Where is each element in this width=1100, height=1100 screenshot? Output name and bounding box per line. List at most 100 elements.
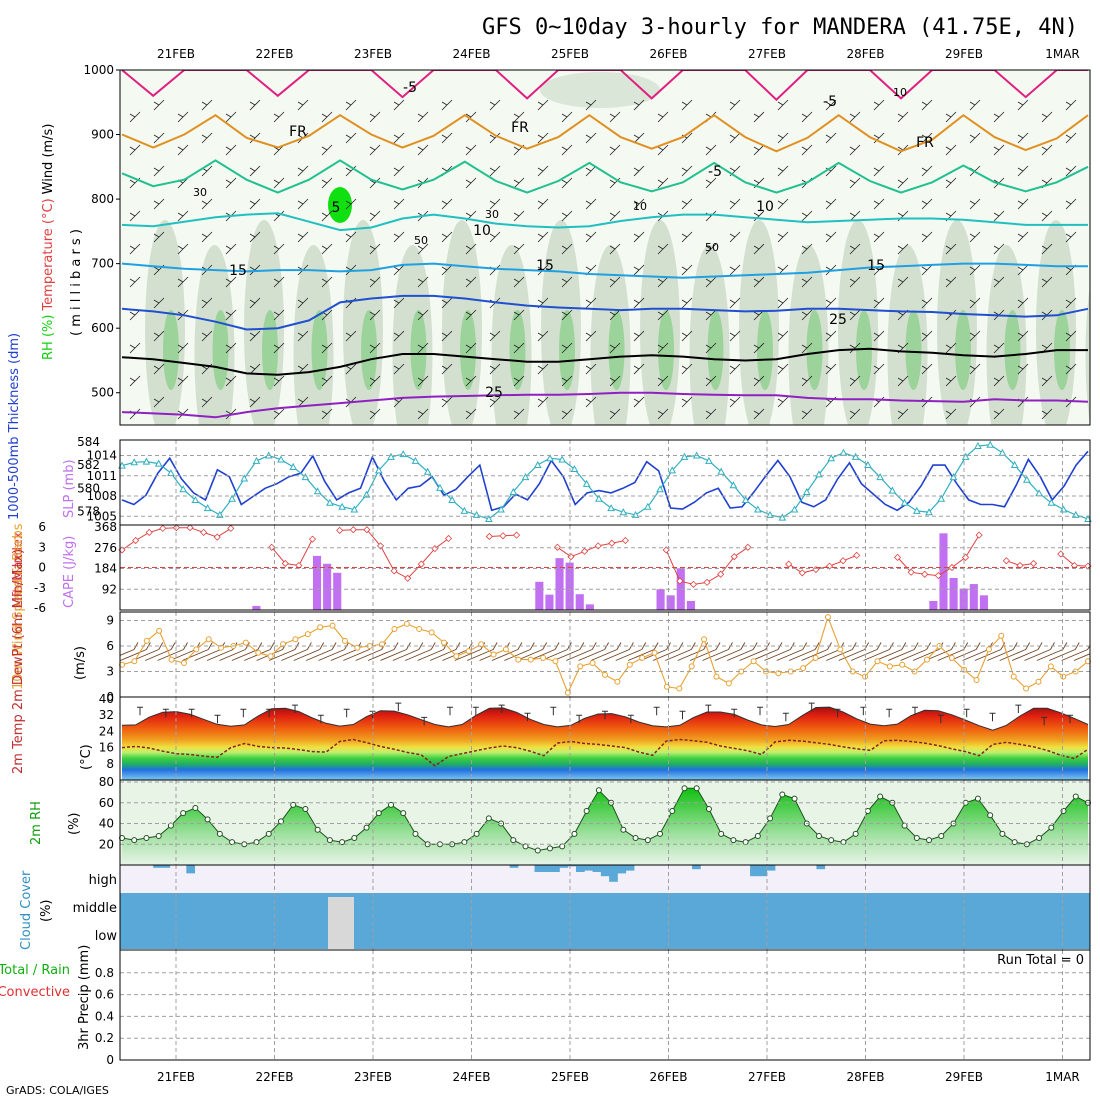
wind-barb <box>561 144 573 156</box>
wind-barb <box>1017 264 1029 276</box>
rh-point <box>290 801 297 808</box>
slp-point <box>754 505 762 513</box>
minmax-mark <box>1015 704 1022 714</box>
wind-barb <box>249 165 261 177</box>
wind-barb <box>513 309 525 321</box>
lifted-index-point <box>921 570 929 578</box>
cape-bar <box>312 555 322 610</box>
slp-point <box>387 452 395 460</box>
cloud-middle-cell <box>483 893 497 921</box>
slp-point <box>705 456 713 464</box>
wind-barb <box>1017 297 1029 309</box>
wind-barb <box>633 198 645 210</box>
wind-barb <box>465 276 477 288</box>
slp-point <box>619 508 628 516</box>
cloud-high-cell <box>551 865 560 872</box>
rh-point <box>400 810 407 817</box>
wind-barb <box>153 132 165 144</box>
cloud-low-cell <box>665 921 679 949</box>
rh-shade-wet <box>806 310 823 390</box>
cape-bar <box>656 589 665 610</box>
cloud-high-cell <box>617 865 627 874</box>
slp-point <box>864 460 872 468</box>
cloud-high-cell <box>559 865 569 868</box>
wind-barb <box>561 177 573 189</box>
wind-speed-point <box>1035 678 1042 685</box>
rh-point <box>705 805 712 812</box>
wind-speed-point <box>812 654 819 661</box>
cloud-low-cell <box>495 921 509 949</box>
wind-barb <box>297 198 309 210</box>
wind-barb <box>729 330 741 342</box>
wind-barb <box>120 642 151 661</box>
wind-barb <box>921 198 933 210</box>
wind-barb <box>202 430 212 440</box>
rh-point <box>864 808 871 815</box>
rh-point <box>351 835 358 842</box>
wind-barb <box>657 375 669 387</box>
wind-barb <box>418 442 428 452</box>
cloud-middle-cell <box>871 893 885 921</box>
wind-barb <box>537 231 549 243</box>
rh-point <box>681 785 688 792</box>
date-label-bottom: 1MAR <box>1045 1070 1080 1084</box>
wind-barb <box>273 408 285 420</box>
wind-barb <box>969 99 981 111</box>
panel-frame-ts <box>119 439 1091 526</box>
wind-speed-point <box>267 653 274 660</box>
wind-speed-point <box>143 637 150 644</box>
wind-barb <box>873 330 885 342</box>
rh-shade-wet <box>410 310 427 390</box>
wind-barb <box>825 363 837 375</box>
wind-tick: 9 <box>106 614 114 628</box>
minmax-mark <box>705 704 712 714</box>
thickness-tick: 580 <box>77 481 100 495</box>
wind-barb <box>849 375 861 387</box>
minmax-mark <box>188 708 195 718</box>
cloud-middle-cell <box>301 893 315 921</box>
wind-barb <box>1042 442 1052 452</box>
rh-point <box>815 832 822 839</box>
wind-barb <box>553 642 585 661</box>
lifted-index-point <box>268 543 276 551</box>
cloud-middle-cell <box>944 893 958 921</box>
wind-barb <box>513 276 525 288</box>
wind-barb <box>537 198 549 210</box>
rh-contour-label: 30 <box>485 208 499 221</box>
rh-point <box>693 785 700 792</box>
cape-bar <box>575 594 584 610</box>
isotherm-label: -5 <box>823 94 837 110</box>
cloud-low-cell <box>411 921 424 949</box>
wind-barb <box>369 342 381 354</box>
wind-barb <box>999 642 1031 661</box>
wind-barb <box>394 430 404 440</box>
rh-point <box>510 837 517 844</box>
wind-barb <box>177 243 189 255</box>
slp-point <box>228 494 236 502</box>
wind-barb <box>705 408 717 420</box>
wind-barb <box>346 430 356 440</box>
cloud-high-cell <box>625 865 635 871</box>
wind-barb <box>888 642 919 661</box>
wind-barb <box>969 363 981 375</box>
wind-barb <box>417 243 429 255</box>
wind-barb <box>585 198 597 210</box>
cloud-middle-cell <box>592 893 606 921</box>
cloud-low-cell <box>447 921 460 949</box>
wind-barb <box>585 297 597 309</box>
slp-point <box>277 455 285 463</box>
wind-barb <box>417 375 429 387</box>
cloud-high-cell <box>600 865 610 877</box>
rh-point <box>339 839 346 846</box>
wind-barb <box>753 276 765 288</box>
wind-barb <box>873 231 885 243</box>
wind-barb <box>993 144 1005 156</box>
cloud-middle-cell <box>1065 893 1079 921</box>
cloud-low-cell <box>241 921 254 949</box>
wind-barb <box>225 309 237 321</box>
wind-barb <box>633 165 645 177</box>
cloud-middle-cell <box>883 893 897 921</box>
wind-barb <box>801 243 813 255</box>
wind-barb <box>513 408 525 420</box>
rh-point <box>326 837 333 844</box>
